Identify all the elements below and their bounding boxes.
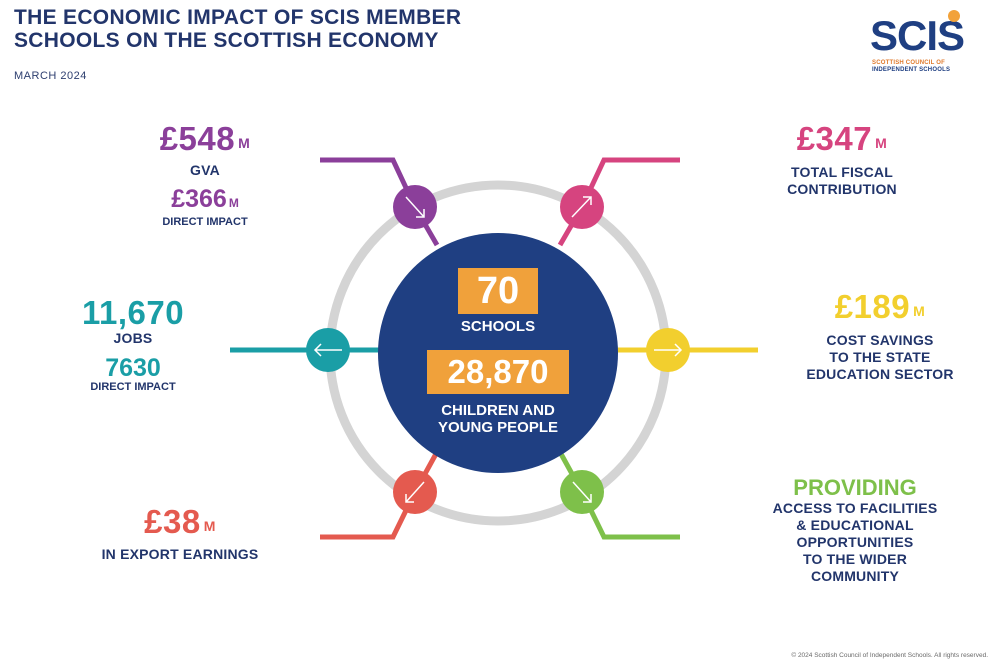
savings-node xyxy=(646,328,690,372)
arrow-icon xyxy=(405,196,425,218)
fiscal-node xyxy=(560,185,604,229)
jobs-label: JOBS xyxy=(113,330,153,346)
gva-stat: £548 M GVA £366 M DIRECT IMPACT xyxy=(140,122,270,229)
gva-direct-value: £366 M xyxy=(140,186,270,216)
export-amount: £38 xyxy=(144,503,201,540)
gva-node xyxy=(393,185,437,229)
providing-connector xyxy=(557,450,680,540)
savings-label: COST SAVINGS TO THE STATE EDUCATION SECT… xyxy=(790,332,970,383)
export-label: IN EXPORT EARNINGS xyxy=(101,546,259,562)
children-label: CHILDREN AND YOUNG PEOPLE xyxy=(408,402,588,436)
fiscal-stat: £347 M TOTAL FISCAL CONTRIBUTION xyxy=(762,122,922,198)
providing-node xyxy=(560,470,604,514)
providing-label-line-4: TO THE WIDER xyxy=(802,551,908,567)
logo-subtitle-line-1: SCOTTISH COUNCIL OF xyxy=(872,60,946,66)
schools-label: SCHOOLS xyxy=(460,318,536,335)
fiscal-label-line-2: CONTRIBUTION xyxy=(787,181,897,197)
title-line-1: THE ECONOMIC IMPACT OF SCIS MEMBER xyxy=(14,6,462,29)
jobs-value: 11,670 xyxy=(81,294,185,331)
gva-value: £548 M xyxy=(140,122,270,162)
fiscal-label-line-1: TOTAL FISCAL xyxy=(791,164,893,180)
fiscal-value: £347 M xyxy=(762,122,922,162)
export-connector xyxy=(320,450,440,540)
savings-label-line-2: TO THE STATE xyxy=(829,349,931,365)
logo-subtitle: SCOTTISH COUNCIL OF INDEPENDENT SCHOOLS xyxy=(872,60,994,74)
savings-label-line-3: EDUCATION SECTOR xyxy=(806,366,954,382)
providing-label-line-5: COMMUNITY xyxy=(810,568,900,584)
providing-heading: PROVIDING xyxy=(793,475,917,500)
logo-wordmark: SCIS xyxy=(870,12,965,59)
gva-direct-label: DIRECT IMPACT xyxy=(162,216,248,228)
export-stat: £38 M IN EXPORT EARNINGS xyxy=(80,505,280,563)
jobs-stat: 11,670 JOBS 7630 DIRECT IMPACT xyxy=(58,296,208,394)
export-unit: M xyxy=(203,518,216,534)
providing-label-line-3: OPPORTUNITIES xyxy=(796,534,914,550)
jobs-direct-value: 7630 xyxy=(105,354,161,382)
children-label-line-2: YOUNG PEOPLE xyxy=(437,419,559,436)
children-count-box: 28,870 xyxy=(427,350,569,394)
providing-label-line-2: & EDUCATIONAL xyxy=(796,517,914,533)
page-title: THE ECONOMIC IMPACT OF SCIS MEMBER SCHOO… xyxy=(14,6,574,52)
arrow-icon xyxy=(572,481,592,503)
export-value: £38 M xyxy=(80,505,280,545)
providing-label: ACCESS TO FACILITIES & EDUCATIONAL OPPOR… xyxy=(755,500,955,585)
schools-count-box: 70 xyxy=(458,268,538,314)
providing-label-line-1: ACCESS TO FACILITIES xyxy=(772,500,938,516)
fiscal-unit: M xyxy=(875,135,888,151)
savings-stat: £189 M COST SAVINGS TO THE STATE EDUCATIO… xyxy=(790,290,970,383)
title-line-2: SCHOOLS ON THE SCOTTISH ECONOMY xyxy=(14,29,439,52)
gva-direct-amount: £366 xyxy=(171,185,227,213)
logo-subtitle-line-2: INDEPENDENT SCHOOLS xyxy=(872,67,951,73)
gva-direct-unit: M xyxy=(228,196,239,210)
fiscal-amount: £347 xyxy=(796,120,873,157)
gva-unit: M xyxy=(238,135,251,151)
gva-label: GVA xyxy=(190,162,220,178)
savings-unit: M xyxy=(913,303,926,319)
gva-amount: £548 xyxy=(159,120,236,157)
providing-stat: PROVIDING ACCESS TO FACILITIES & EDUCATI… xyxy=(755,476,955,585)
copyright-notice: © 2024 Scottish Council of Independent S… xyxy=(791,652,988,659)
fiscal-label: TOTAL FISCAL CONTRIBUTION xyxy=(762,164,922,198)
savings-value: £189 M xyxy=(790,290,970,330)
jobs-direct-label: DIRECT IMPACT xyxy=(90,381,176,393)
export-node xyxy=(393,470,437,514)
savings-label-line-1: COST SAVINGS xyxy=(826,332,934,348)
report-date: MARCH 2024 xyxy=(14,70,87,82)
arrow-icon xyxy=(405,481,425,503)
children-label-line-1: CHILDREN AND xyxy=(441,402,555,419)
logo-dot xyxy=(948,10,960,22)
scis-logo: SCIS SCOTTISH COUNCIL OF INDEPENDENT SCH… xyxy=(866,10,994,82)
savings-amount: £189 xyxy=(834,288,911,325)
arrow-icon xyxy=(571,196,592,218)
jobs-node xyxy=(306,328,350,372)
